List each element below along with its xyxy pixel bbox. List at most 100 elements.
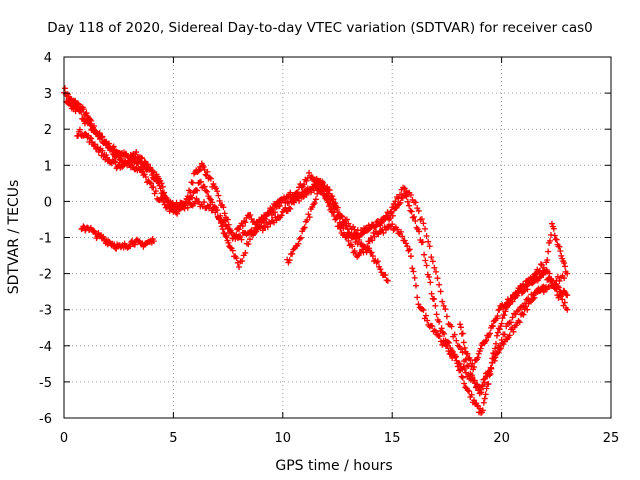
data-point-marker [509,298,516,305]
y-tick-label: 3 [44,87,52,102]
data-point-marker [223,234,230,241]
data-point-marker [402,240,409,247]
data-point-marker [395,195,402,202]
data-point-marker [377,266,384,273]
data-point-marker [441,330,448,337]
data-point-marker [409,265,416,272]
data-point-marker [483,385,490,392]
data-point-marker [131,241,138,248]
data-point-marker [295,240,302,247]
data-point-marker [420,307,427,314]
data-point-marker [401,237,408,244]
data-point-marker [482,391,489,398]
data-point-marker [408,208,415,215]
data-point-marker [236,264,243,270]
data-point-marker [469,374,476,381]
data-point-marker [222,232,229,239]
data-point-marker [516,319,523,326]
y-tick-label: -4 [39,340,52,355]
x-tick-label: 20 [493,431,510,446]
data-point-marker [548,220,555,227]
data-point-marker [431,264,438,271]
data-point-marker [174,203,181,210]
data-point-marker [459,330,466,337]
data-point-marker [418,216,425,223]
data-point-marker [319,178,326,185]
data-point-marker [236,226,243,233]
data-point-marker [429,258,436,265]
data-point-marker [426,243,433,250]
data-point-marker [289,250,296,257]
data-point-marker [207,175,214,182]
data-point-marker [87,122,94,129]
data-point-marker [485,380,492,387]
data-point-marker [340,225,347,232]
data-point-marker [474,354,481,361]
data-point-marker [423,233,430,240]
data-point-marker [436,281,443,288]
data-point-marker [200,164,207,171]
data-point-marker [407,207,414,214]
data-point-marker [475,350,482,357]
data-point-marker [213,207,220,214]
data-point-marker [420,220,427,227]
data-point-marker [296,197,303,204]
data-point-marker [446,339,453,346]
data-point-marker [242,219,249,226]
data-point-marker [364,243,371,250]
data-point-marker [495,349,502,356]
data-point-marker [480,376,487,383]
data-point-marker [487,330,494,337]
data-point-marker [246,236,253,243]
data-point-marker [137,167,144,174]
data-point-marker [558,252,565,259]
data-point-marker [76,126,83,133]
data-point-marker [286,204,293,211]
data-point-marker [133,149,140,156]
data-point-marker [422,257,429,264]
data-point-marker [466,388,473,395]
data-point-marker [163,196,170,203]
data-point-marker [561,299,568,306]
data-point-marker [547,237,554,244]
data-point-marker [475,383,482,390]
data-point-marker [215,192,222,199]
data-point-marker [536,274,543,281]
data-point-marker [426,273,433,280]
data-point-marker [412,282,419,289]
x-axis-title: GPS time / hours [275,458,392,474]
data-point-marker [424,317,431,324]
data-point-marker [415,301,422,308]
data-point-marker [432,328,439,335]
data-point-marker [247,212,254,219]
data-point-marker [343,223,350,230]
data-point-marker [219,226,226,233]
data-point-marker [98,134,105,141]
data-point-marker [338,212,345,219]
data-point-marker [61,85,68,92]
data-point-marker [148,168,155,175]
data-point-marker [453,337,460,344]
data-point-marker [345,237,352,244]
data-point-marker [382,271,389,278]
data-point-marker [461,365,468,372]
data-point-marker [103,152,110,159]
data-point-marker [530,292,537,299]
data-point-marker [552,286,559,293]
data-point-marker [411,274,418,281]
data-point-marker [210,180,217,187]
data-point-marker [296,236,303,243]
data-point-marker [309,204,316,211]
y-tick-label: -2 [39,268,52,283]
data-point-marker [480,399,487,406]
data-point-marker [182,200,189,207]
data-point-marker [335,211,342,218]
data-point-marker [389,221,396,228]
data-point-marker [119,163,126,170]
data-point-marker [553,236,560,243]
y-tick-label: -6 [39,412,52,427]
series-track-1 [61,85,571,416]
data-point-marker [383,277,390,284]
data-point-marker [461,380,468,387]
data-point-marker [344,232,351,239]
